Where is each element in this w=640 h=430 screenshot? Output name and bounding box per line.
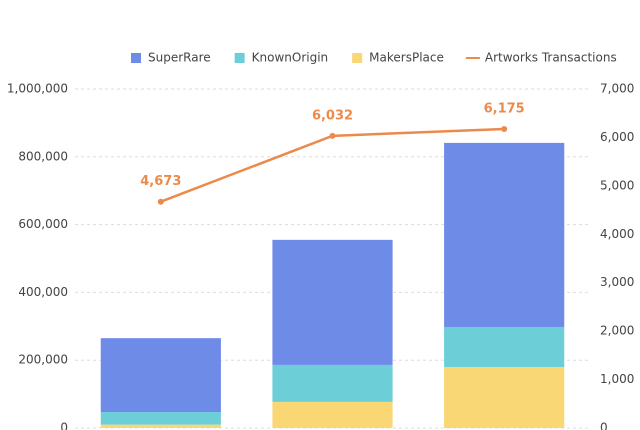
y2-tick-label: 6,000 <box>600 130 634 144</box>
y2-tick-label: 7,000 <box>600 82 634 96</box>
data-label: 6,175 <box>484 101 525 116</box>
legend-swatch <box>352 53 363 63</box>
bar-segment <box>444 326 565 367</box>
legend-swatch <box>234 53 245 63</box>
y2-tick-label: 3,000 <box>600 275 634 289</box>
bar-segment <box>444 142 565 327</box>
y-tick-label: 0 <box>60 421 68 430</box>
bar-segment <box>272 401 393 428</box>
legend-label: MakersPlace <box>369 51 444 65</box>
y-tick-label: 600,000 <box>18 217 68 231</box>
data-label: 4,673 <box>140 174 181 189</box>
y2-tick-label: 1,000 <box>600 372 634 386</box>
y2-tick-label: 2,000 <box>600 324 634 338</box>
y2-tick-label: 5,000 <box>600 178 634 192</box>
legend-swatch <box>131 53 141 63</box>
bar-segment <box>100 424 221 428</box>
legend-label: KnownOrigin <box>252 51 329 65</box>
y2-tick-label: 0 <box>600 421 608 430</box>
bar-segment <box>100 338 221 413</box>
y-tick-label: 800,000 <box>18 149 68 163</box>
bar-segment <box>272 364 393 402</box>
bar-segment <box>444 366 565 428</box>
y-tick-label: 200,000 <box>18 353 68 367</box>
data-label: 6,032 <box>312 108 353 123</box>
y-tick-label: 400,000 <box>18 285 68 299</box>
line-point <box>157 198 164 205</box>
legend-label: Artworks Transactions <box>485 51 617 65</box>
bar-segment <box>100 412 221 425</box>
legend-label: SuperRare <box>148 51 211 65</box>
line-point <box>501 125 508 132</box>
bar-segment <box>272 239 393 365</box>
y-tick-label: 1,000,000 <box>7 82 68 96</box>
line-point <box>329 132 336 139</box>
y2-tick-label: 4,000 <box>600 227 634 241</box>
